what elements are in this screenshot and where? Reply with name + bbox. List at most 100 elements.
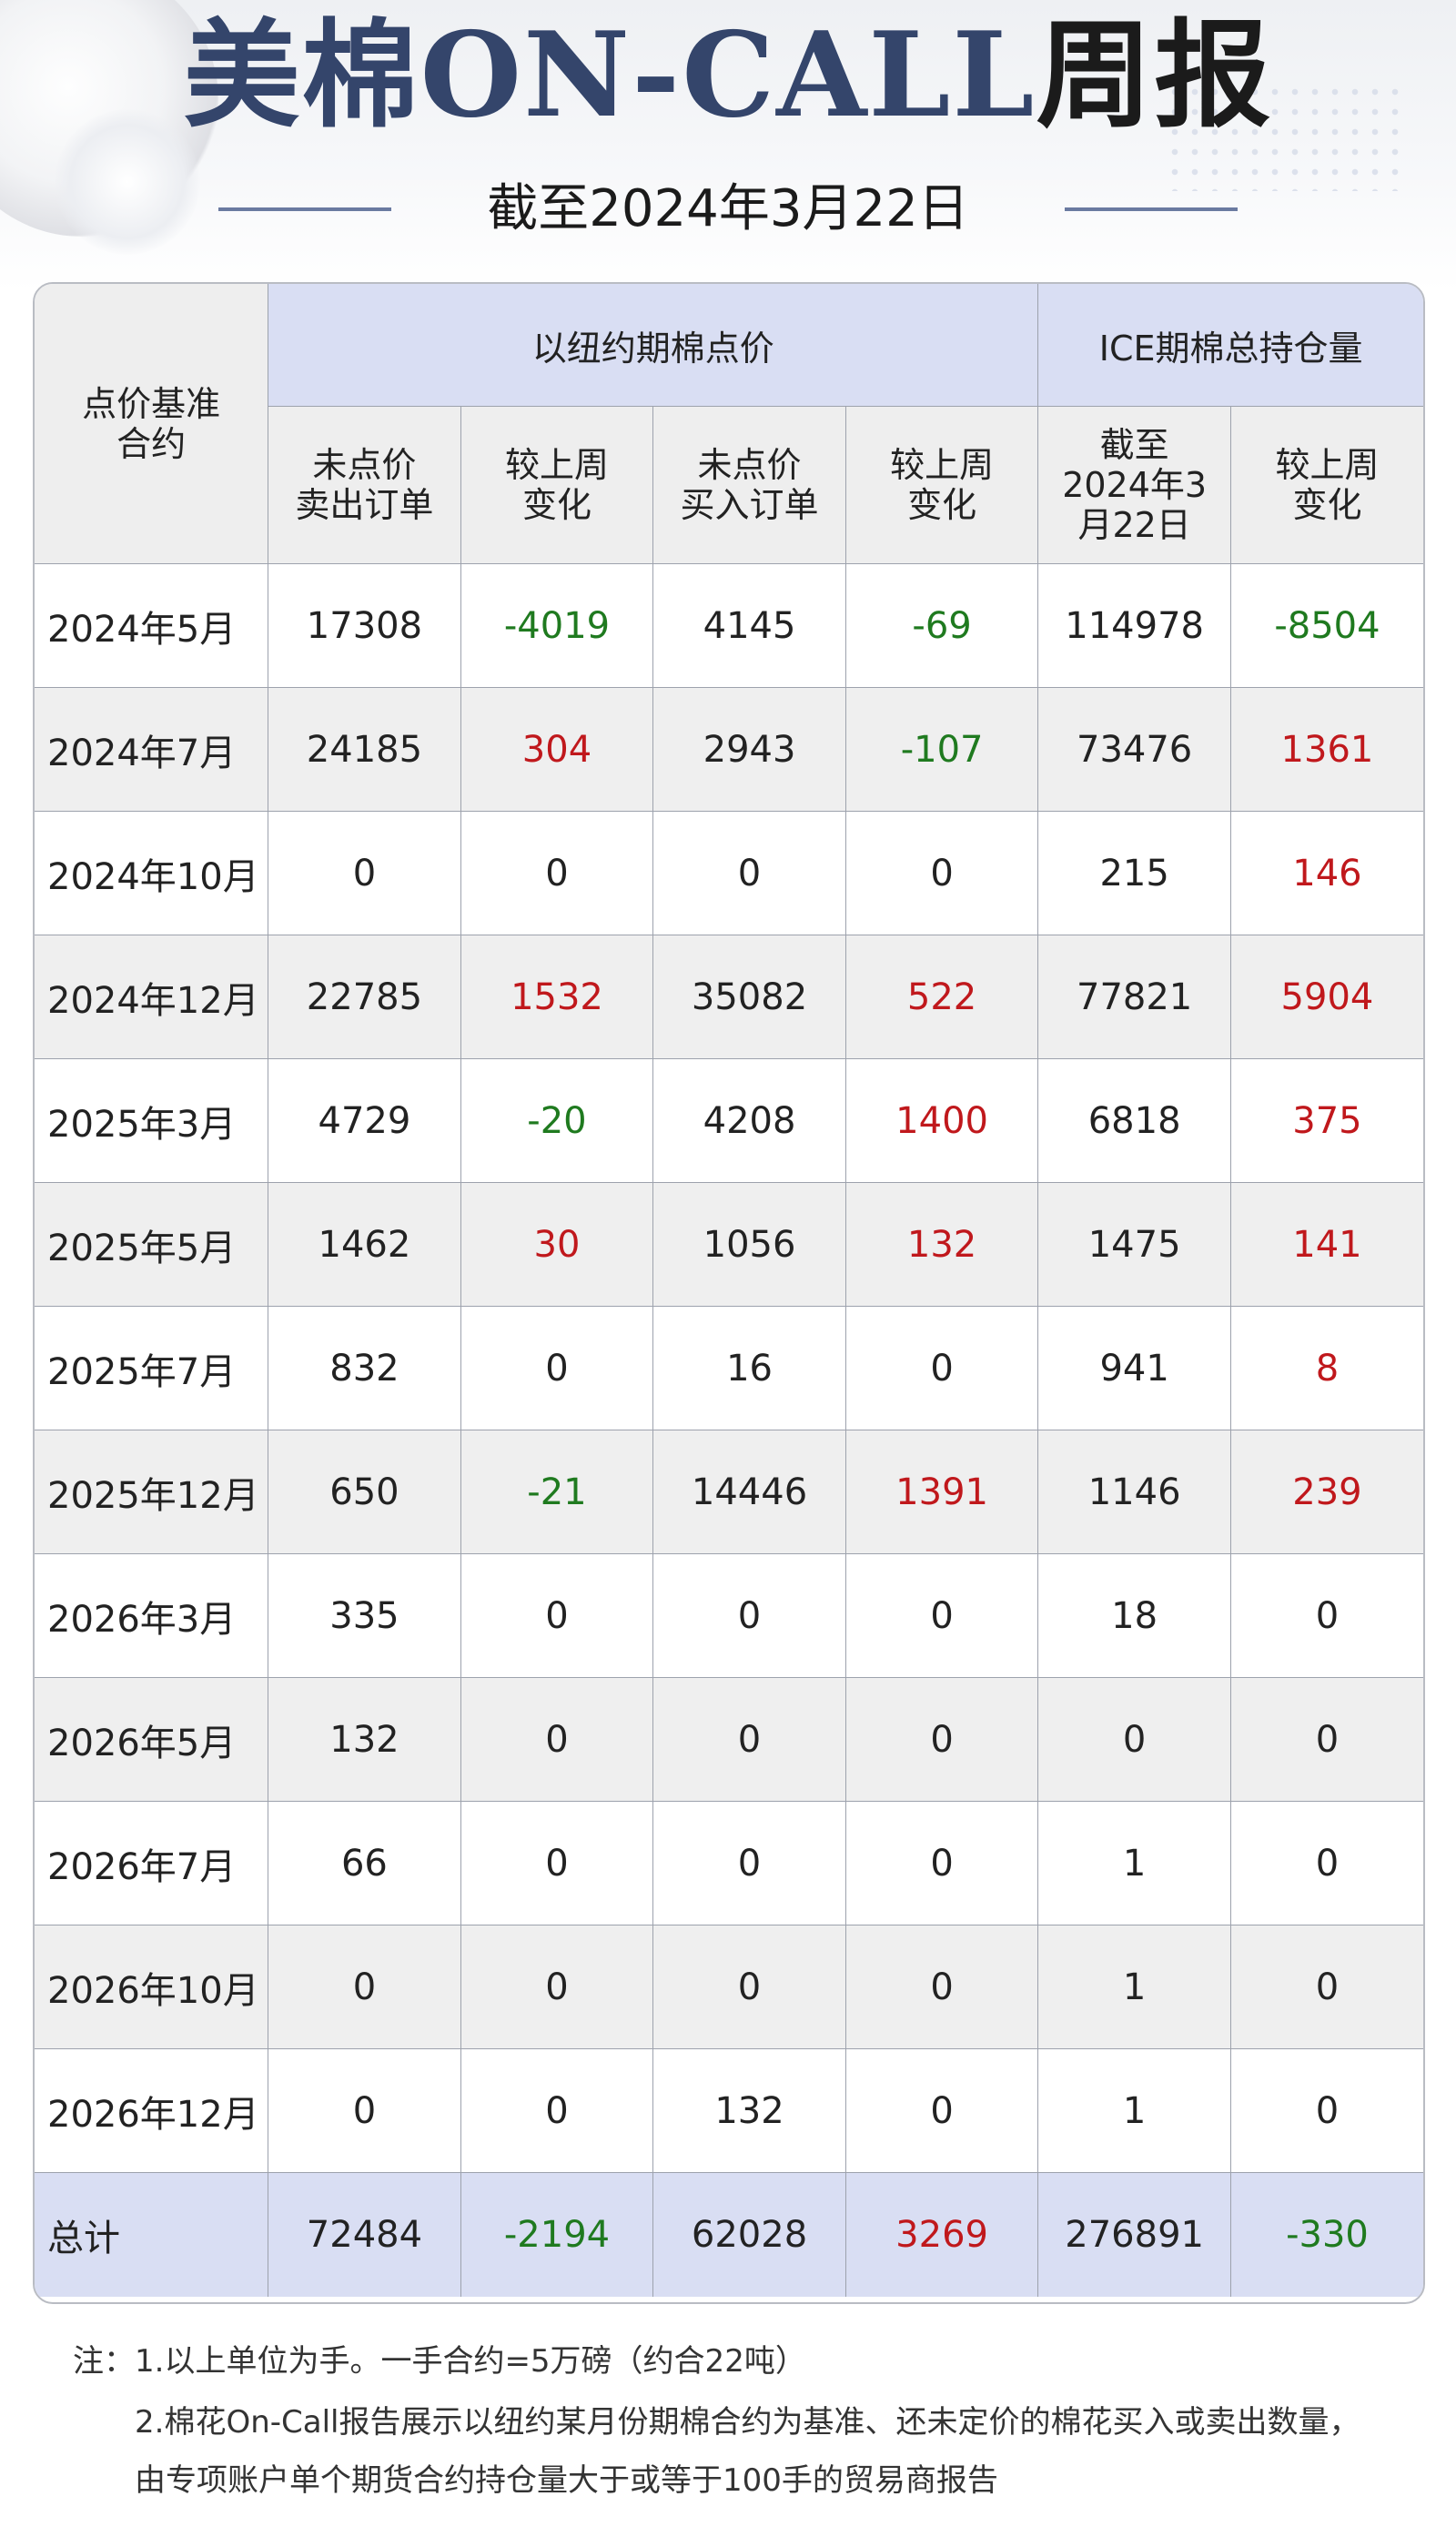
table-cell: 0	[652, 1553, 846, 1678]
header-line: 未点价	[697, 445, 802, 485]
table-cell: 1475	[1037, 1182, 1231, 1307]
table-row: 2025年7月 832 0 16 0 941 8	[35, 1306, 1423, 1430]
table-cell: 132	[268, 1677, 461, 1802]
table-cell: 1532	[460, 935, 654, 1059]
table-cell: 304	[460, 687, 654, 812]
table-total-row: 总计 72484 -2194 62028 3269 276891 -330	[35, 2172, 1423, 2297]
page-title-suffix: 周报	[1036, 8, 1273, 144]
table-cell: 1462	[268, 1182, 461, 1307]
table-cell: 0	[460, 811, 654, 935]
table-cell: -21	[460, 1430, 654, 1554]
table-cell: 8	[1229, 1306, 1423, 1430]
table-row: 2026年12月 0 0 132 0 1 0	[35, 2048, 1423, 2173]
table-cell: 650	[268, 1430, 461, 1554]
table-cell: 0	[268, 2048, 461, 2173]
table-cell: 62028	[652, 2172, 846, 2297]
table-cell: 16	[652, 1306, 846, 1430]
header-buy-change: 较上周 变化	[844, 406, 1039, 564]
header-line: 变化	[1292, 485, 1362, 525]
table-cell: 0	[844, 1801, 1039, 1925]
table-cell: -20	[460, 1058, 654, 1183]
table-cell: 73476	[1037, 687, 1231, 812]
contract-month: 2025年7月	[35, 1306, 269, 1430]
table-body: 2024年5月 17308 -4019 4145 -69 114978 -8504 2024年…	[35, 563, 1423, 2297]
table-cell: 0	[652, 811, 846, 935]
table-cell: 6818	[1037, 1058, 1231, 1183]
table-cell: -2194	[460, 2172, 654, 2297]
table-cell: 1361	[1229, 687, 1423, 812]
contract-month: 2026年3月	[35, 1553, 269, 1678]
table-row: 2026年7月 66 0 0 0 1 0	[35, 1801, 1423, 1925]
table-cell: 22785	[268, 935, 461, 1059]
table-cell: 132	[844, 1182, 1039, 1307]
header-line: 2024年3	[1062, 465, 1208, 505]
table-cell: 0	[844, 811, 1039, 935]
table-row: 2025年5月 1462 30 1056 132 1475 141	[35, 1182, 1423, 1307]
header-oi-change: 较上周 变化	[1229, 406, 1423, 564]
table-cell: 0	[460, 1677, 654, 1802]
table-cell: 0	[1037, 1677, 1231, 1802]
table-cell: 3269	[844, 2172, 1039, 2297]
header-line: 变化	[521, 485, 592, 525]
table-cell: 0	[652, 1801, 846, 1925]
header-line: 月22日	[1077, 505, 1191, 545]
table-cell: 114978	[1037, 563, 1231, 688]
contract-month: 2025年3月	[35, 1058, 269, 1183]
header-line: 截至	[1099, 425, 1169, 465]
table-cell: 77821	[1037, 935, 1231, 1059]
table-cell: 4145	[652, 563, 846, 688]
table-cell: 141	[1229, 1182, 1423, 1307]
table-cell: 832	[268, 1306, 461, 1430]
table-cell: 18	[1037, 1553, 1231, 1678]
table-cell: 0	[844, 1925, 1039, 2049]
subtitle-divider-right	[1065, 207, 1238, 211]
table-row: 2025年12月 650 -21 14446 1391 1146 239	[35, 1430, 1423, 1554]
table-cell: 1	[1037, 1801, 1231, 1925]
table-cell: 0	[1229, 1677, 1423, 1802]
table-cell: 4729	[268, 1058, 461, 1183]
contract-month: 2025年5月	[35, 1182, 269, 1307]
footnote-description: 2.棉花On-Call报告展示以纽约某月份期棉合约为基准、还未定价的棉花买入或卖…	[135, 2404, 1360, 2499]
header-base-contract: 点价基准 合约	[35, 284, 269, 564]
table-row: 2024年10月 0 0 0 0 215 146	[35, 811, 1423, 935]
table-cell: 335	[268, 1553, 461, 1678]
contract-month: 2024年10月	[35, 811, 269, 935]
table-cell: 35082	[652, 935, 846, 1059]
header-line: 变化	[907, 485, 977, 525]
table-cell: 5904	[1229, 935, 1423, 1059]
header-group-ice: ICE期棉总持仓量	[1037, 284, 1423, 407]
table-cell: 1056	[652, 1182, 846, 1307]
table-cell: 2943	[652, 687, 846, 812]
table-row: 2024年7月 24185 304 2943 -107 73476 1361	[35, 687, 1423, 812]
contract-month: 2024年5月	[35, 563, 269, 688]
oncall-table: 点价基准 合约 以纽约期棉点价 ICE期棉总持仓量 未点价 卖出订单 较上周 变…	[35, 284, 1423, 2297]
table-cell: 0	[460, 1553, 654, 1678]
table-cell: 0	[844, 1677, 1039, 1802]
table-cell: 0	[1229, 1925, 1423, 2049]
table-cell: 941	[1037, 1306, 1231, 1430]
cotton-image-small	[55, 109, 200, 255]
table-cell: -330	[1229, 2172, 1423, 2297]
header-line: 较上周	[504, 445, 609, 485]
table-cell: 0	[844, 2048, 1039, 2173]
table-cell: 0	[460, 1306, 654, 1430]
table-cell: -107	[844, 687, 1039, 812]
table-cell: 14446	[652, 1430, 846, 1554]
table-cell: 1391	[844, 1430, 1039, 1554]
table-cell: 239	[1229, 1430, 1423, 1554]
subtitle-divider-left	[218, 207, 391, 211]
dot-pattern	[1165, 82, 1401, 191]
table-cell: 0	[1229, 1553, 1423, 1678]
header-line: 买入订单	[680, 485, 819, 525]
table-cell: 522	[844, 935, 1039, 1059]
table-cell: 0	[652, 1677, 846, 1802]
table-cell: 146	[1229, 811, 1423, 935]
header-group-nyc: 以纽约期棉点价	[268, 284, 1039, 407]
contract-month: 2024年7月	[35, 687, 269, 812]
table-row: 2025年3月 4729 -20 4208 1400 6818 375	[35, 1058, 1423, 1183]
contract-month: 2025年12月	[35, 1430, 269, 1554]
table-cell: 0	[460, 2048, 654, 2173]
table-cell: 0	[844, 1553, 1039, 1678]
table-row: 2026年5月 132 0 0 0 0 0	[35, 1677, 1423, 1802]
page-title: 美棉ON-CALL周报	[0, 7, 1456, 145]
